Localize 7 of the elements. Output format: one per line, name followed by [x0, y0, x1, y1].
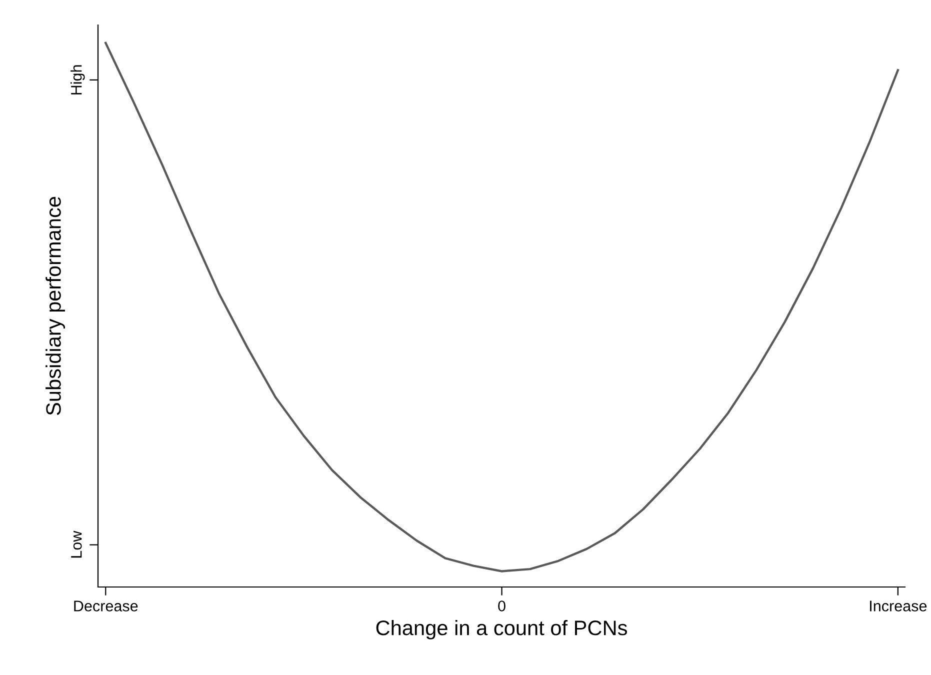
x-tick-label: Decrease — [74, 600, 138, 612]
y-axis-title: Subsidiary performance — [46, 196, 66, 416]
x-tick-label: Increase — [870, 600, 927, 612]
x-tick-label: 0 — [498, 600, 506, 612]
text: Low — [71, 530, 82, 558]
x-axis-title: Change in a count of PCNs — [376, 620, 627, 640]
text: High — [70, 65, 85, 94]
